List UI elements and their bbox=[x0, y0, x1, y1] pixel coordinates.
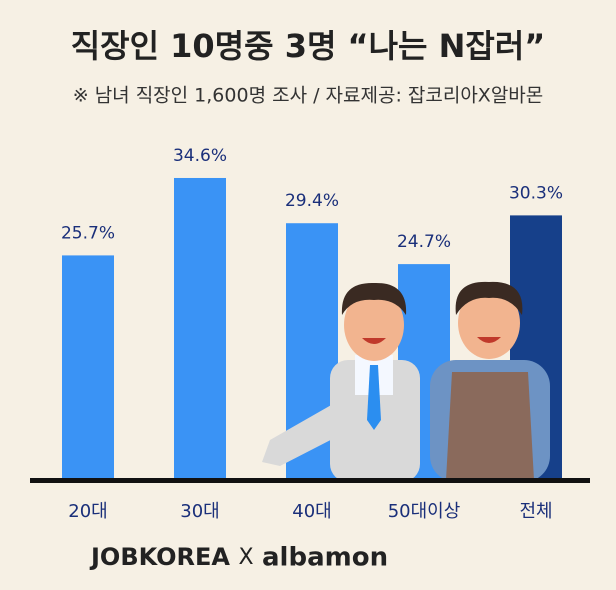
hair bbox=[341, 282, 407, 315]
value-label: 24.7% bbox=[397, 232, 451, 252]
x-tick-label: 30대 bbox=[180, 501, 219, 522]
illustration bbox=[262, 281, 550, 482]
baseline bbox=[30, 478, 590, 483]
bar bbox=[62, 255, 114, 479]
mouth bbox=[362, 338, 386, 344]
value-label: 30.3% bbox=[509, 183, 563, 203]
tie bbox=[367, 365, 381, 430]
x-tick-label: 40대 bbox=[292, 501, 331, 522]
face bbox=[458, 287, 520, 359]
x-labels: 20대 30대 40대 50대이상 전체 bbox=[68, 501, 552, 522]
x-tick-label: 전체 bbox=[519, 501, 552, 522]
x-tick-label: 20대 bbox=[68, 501, 107, 522]
brand-jobkorea: JOBKOREA bbox=[89, 543, 230, 571]
chart-subtitle: ※ 남녀 직장인 1,600명 조사 / 자료제공: 잡코리아X알바몬 bbox=[73, 85, 544, 107]
face bbox=[344, 289, 404, 361]
bar bbox=[174, 177, 226, 480]
brand-albamon: albamon bbox=[262, 543, 388, 573]
value-label: 25.7% bbox=[61, 223, 115, 243]
value-label: 29.4% bbox=[285, 191, 339, 211]
hair bbox=[455, 281, 523, 315]
mouth bbox=[477, 337, 501, 343]
apron bbox=[446, 372, 534, 480]
suit-arm bbox=[262, 400, 350, 466]
value-label: 34.6% bbox=[173, 146, 227, 166]
brand-separator: X bbox=[238, 545, 253, 570]
x-tick-label: 50대이상 bbox=[388, 501, 461, 522]
chart-title: 직장인 10명중 3명 “나는 N잡러” bbox=[71, 27, 546, 65]
